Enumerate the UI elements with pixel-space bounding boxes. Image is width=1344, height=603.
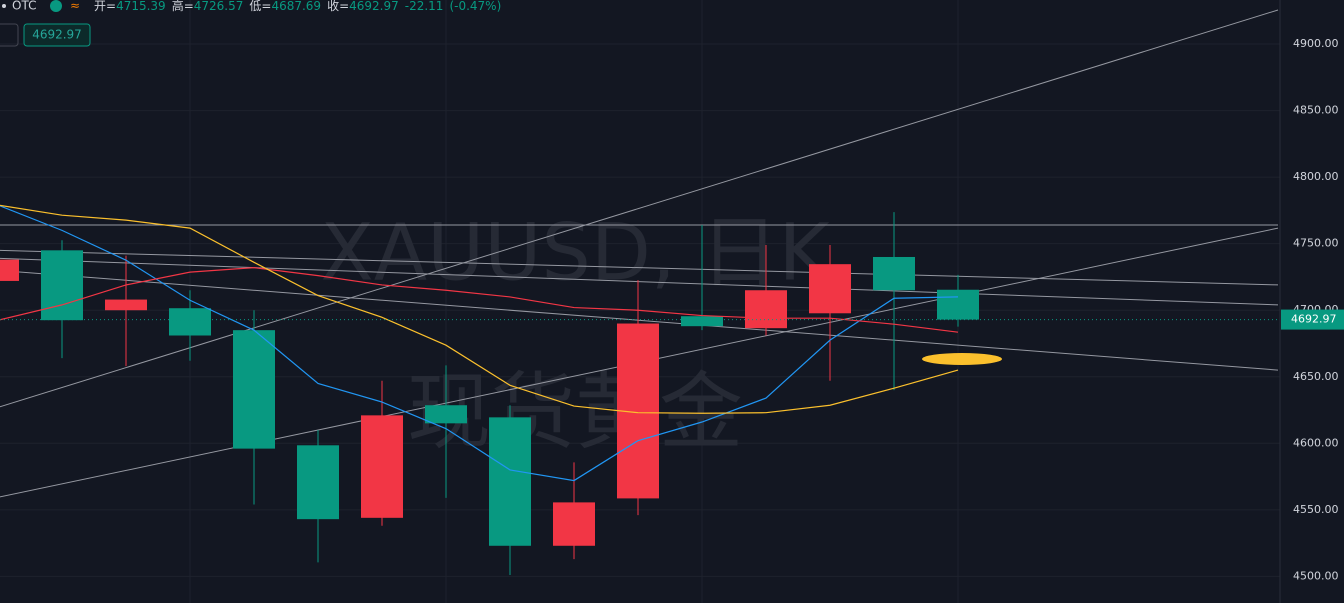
status-icon[interactable] [50, 0, 62, 12]
candle-body [297, 445, 339, 520]
y-tick-label: 4600.00 [1293, 436, 1339, 449]
symbol: OTC [12, 0, 36, 13]
header-field: 4692.97 [349, 0, 399, 13]
highlight [922, 353, 1002, 365]
header-field: 4715.39 [116, 0, 166, 13]
candle-body [169, 308, 211, 336]
icon: ≈ [70, 0, 80, 13]
header: OTC ≈ 开=4715.39 高=4726.57 低=4687.69 收=4692.… [2, 0, 501, 13]
candle-body [809, 264, 851, 314]
moving-average [0, 205, 959, 482]
header-field: -22.11 [405, 0, 444, 13]
y-tick-label: 4500.00 [1293, 569, 1339, 582]
header-field: 高= [172, 0, 194, 13]
price-text: 4692.97 [32, 28, 82, 42]
plot [0, 9, 1280, 576]
candle-body [233, 330, 275, 449]
header-field: 低= [249, 0, 271, 13]
candle-body [425, 405, 467, 424]
header-field: 开= [94, 0, 116, 13]
header-field: (-0.47%) [449, 0, 501, 13]
moving-average [0, 204, 959, 414]
candle-body [105, 299, 147, 311]
trend-line [0, 249, 1279, 286]
candle-body [553, 502, 595, 546]
header-field: 收= [327, 0, 349, 13]
trend-line [0, 9, 1279, 408]
y-tick-label: 4850.00 [1293, 104, 1339, 117]
candle-body [0, 259, 19, 281]
y-tick-label: 4900.00 [1293, 37, 1339, 50]
last-price-label: 4692.97 [1291, 313, 1337, 326]
candle-body [41, 250, 83, 321]
y-axis: 4500.004550.004600.004650.004700.004750.… [1281, 37, 1344, 582]
candle-body [361, 415, 403, 518]
button[interactable] [0, 23, 19, 47]
y-tick-label: 4550.00 [1293, 503, 1339, 516]
dot [2, 4, 6, 8]
candle-body [489, 417, 531, 546]
candle-body [681, 316, 723, 327]
watermark: XAUUSD, 日K [320, 208, 831, 298]
y-tick-label: 4650.00 [1293, 370, 1339, 383]
y-tick-label: 4800.00 [1293, 170, 1339, 183]
last-price-box [1281, 309, 1344, 330]
header-field: 4687.69 [271, 0, 321, 13]
ohlc: 开=4715.39 高=4726.57 低=4687.69 收=4692.97 -22.… [94, 0, 501, 13]
y-tick-label: 4750.00 [1293, 237, 1339, 250]
candle-body [745, 290, 787, 329]
candle-body [937, 289, 979, 320]
candle-body [873, 256, 915, 291]
moving-average [0, 267, 959, 333]
price-box [23, 23, 91, 47]
header-field: 4726.57 [194, 0, 244, 13]
